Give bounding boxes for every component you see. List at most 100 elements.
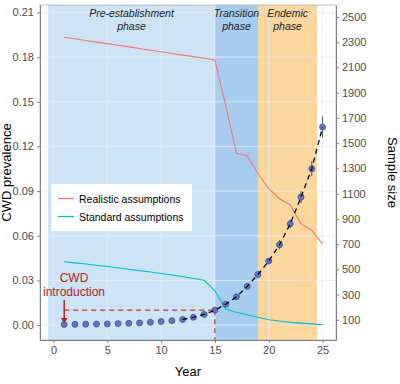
tick: 1700	[336, 112, 366, 124]
tick: 0.03	[13, 274, 40, 286]
grid-line-y	[40, 101, 336, 102]
annotation-arrow	[63, 300, 65, 319]
tick-label: 20	[263, 344, 275, 356]
tick-label: 25	[317, 344, 329, 356]
grid-line-y	[40, 57, 336, 58]
scatter-point	[287, 221, 293, 227]
tick-label: 1500	[342, 137, 366, 149]
tick-label: 10	[155, 344, 167, 356]
tick-label: 300	[342, 289, 360, 301]
tick: 0.12	[13, 140, 40, 152]
legend-box	[52, 185, 191, 231]
tick-mark	[336, 168, 339, 169]
tick-mark	[215, 340, 216, 343]
scatter-point	[137, 320, 143, 326]
tick-mark	[53, 340, 54, 343]
tick-label: 0	[51, 344, 57, 356]
tick-label: 0.06	[13, 230, 34, 242]
legend-label: Realistic assumptions	[79, 193, 181, 205]
tick: 0.06	[13, 230, 40, 242]
phase-band	[258, 5, 317, 340]
tick-mark	[107, 340, 108, 343]
tick-mark	[37, 191, 40, 192]
tick: 1100	[336, 188, 366, 200]
phase-band	[215, 5, 258, 340]
tick: 300	[336, 289, 360, 301]
legend: Realistic assumptionsStandard assumption…	[52, 185, 191, 231]
axis-line	[40, 6, 41, 341]
tick-mark	[37, 236, 40, 237]
legend-swatch	[58, 216, 74, 217]
y2-axis-title: Sample size	[385, 137, 400, 208]
y-axis: 0.00 0.03 0.06 0.09 0.12 0.15 0.18 0.21	[13, 6, 41, 341]
tick: 0.09	[13, 185, 40, 197]
tick-mark	[336, 67, 339, 68]
tick-label: 900	[342, 213, 360, 225]
phase-label: Transition	[214, 7, 259, 19]
scatter-point	[126, 320, 132, 326]
tick-label: 2100	[342, 61, 366, 73]
tick-label: 0.03	[13, 274, 34, 286]
tick-label: 2300	[342, 36, 366, 48]
tick-mark	[37, 146, 40, 147]
x-axis-title: Year	[175, 364, 202, 379]
tick-label: 1300	[342, 162, 366, 174]
grid-line-x	[322, 5, 323, 340]
tick-label: 15	[209, 344, 221, 356]
tick: 100	[336, 314, 360, 326]
tick-mark	[37, 12, 40, 13]
tick-mark	[336, 244, 339, 245]
tick-label: 0.21	[13, 6, 34, 18]
tick: 2300	[336, 36, 366, 48]
scatter-point	[72, 321, 78, 327]
tick-label: 500	[342, 263, 360, 275]
tick: 2500	[336, 11, 366, 23]
tick: 0.18	[13, 51, 40, 63]
plot-frame	[40, 5, 336, 340]
scatter-point	[212, 307, 218, 313]
series-line	[64, 37, 322, 244]
tick: 1300	[336, 162, 366, 174]
tick-label: 100	[342, 314, 360, 326]
tick-mark	[37, 57, 40, 58]
axis-line	[336, 6, 337, 341]
tick: 0	[51, 340, 57, 356]
tick-mark	[336, 320, 339, 321]
phase-label: phase	[221, 20, 251, 32]
threshold-drop-line	[214, 310, 215, 340]
scatter-point	[104, 321, 110, 327]
tick: 0.15	[13, 96, 40, 108]
grid-line-x	[161, 5, 162, 340]
tick: 500	[336, 263, 360, 275]
tick-label: 1100	[342, 188, 366, 200]
tick-label: 2500	[342, 11, 366, 23]
tick-label: 5	[105, 344, 111, 356]
tick: 20	[263, 340, 275, 356]
chart: 05101520250.000.030.060.090.120.150.180.…	[0, 0, 400, 384]
tick-mark	[336, 42, 339, 43]
tick-label: 0.00	[13, 319, 34, 331]
tick-mark	[37, 280, 40, 281]
plot-background	[40, 5, 336, 340]
legend-swatch	[58, 198, 74, 199]
scatter-point	[298, 194, 304, 200]
tick-mark	[336, 219, 339, 220]
tick-mark	[336, 295, 339, 296]
tick-label: 0.09	[13, 185, 34, 197]
scatter-point	[147, 319, 153, 325]
plot-area	[40, 5, 336, 340]
scatter-point	[83, 321, 89, 327]
tick-mark	[161, 340, 162, 343]
phase-label: phase	[272, 20, 302, 32]
annotation-text: CWD	[60, 271, 89, 285]
tick: 15	[209, 340, 221, 356]
tick-mark	[336, 194, 339, 195]
tick: 10	[155, 340, 167, 356]
scatter-point	[94, 321, 100, 327]
annotation: CWDintroduction	[43, 271, 105, 323]
tick: 700	[336, 238, 360, 250]
tick-label: 1900	[342, 87, 366, 99]
series-line	[183, 127, 323, 319]
annotation-text: introduction	[43, 285, 105, 299]
tick-mark	[269, 340, 270, 343]
